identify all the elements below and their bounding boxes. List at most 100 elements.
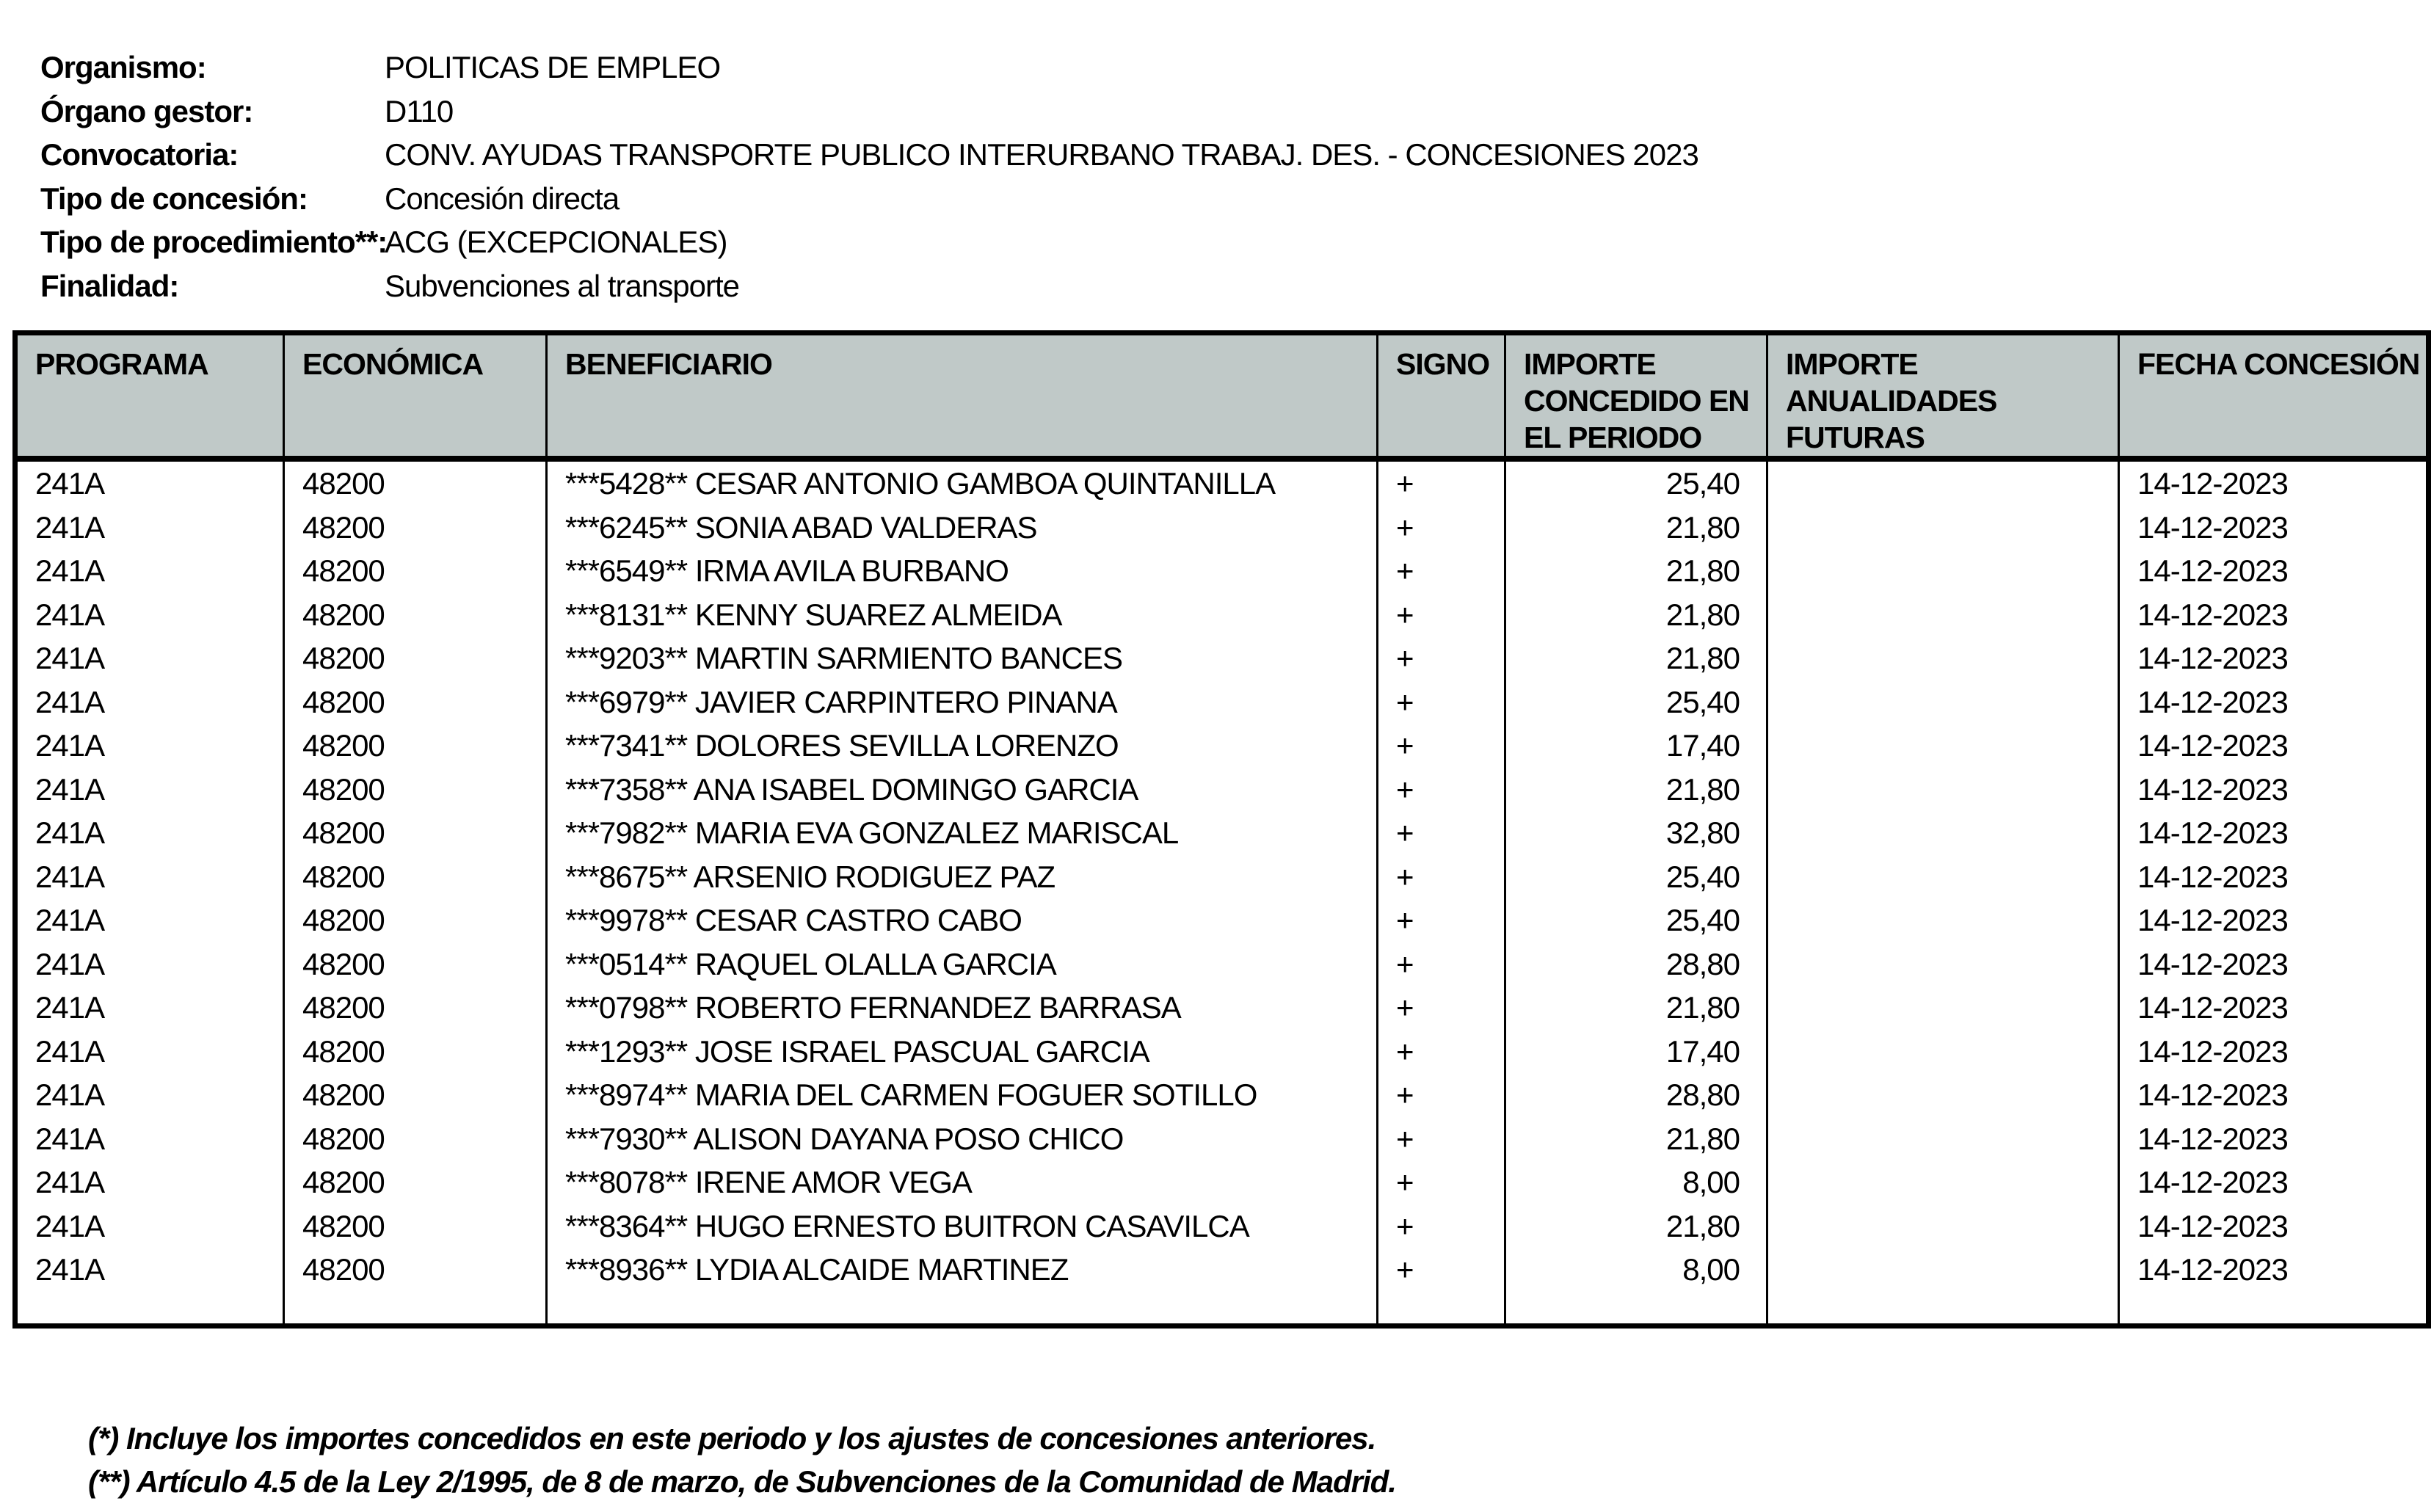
cell-fecha-concesion: 14-12-2023 bbox=[2118, 898, 2430, 942]
cell-signo: + bbox=[1376, 1204, 1506, 1248]
cell-importe-anualidades bbox=[1766, 680, 2120, 724]
spacer-cell bbox=[1766, 1291, 2120, 1326]
column-header-programa: PROGRAMA bbox=[14, 332, 285, 462]
cell-programa: 241A bbox=[14, 636, 285, 680]
cell-signo: + bbox=[1376, 459, 1506, 506]
info-label-organismo: Organismo: bbox=[40, 50, 207, 84]
cell-importe-anualidades bbox=[1766, 811, 2120, 855]
cell-economica: 48200 bbox=[283, 1204, 548, 1248]
cell-programa: 241A bbox=[14, 1160, 285, 1204]
cell-economica: 48200 bbox=[283, 1248, 548, 1292]
column-header-signo: SIGNO bbox=[1376, 332, 1506, 462]
cell-fecha-concesion: 14-12-2023 bbox=[2118, 1248, 2430, 1292]
table-row: 241A 48200 ***8974** MARIA DEL CARMEN FOGU… bbox=[14, 1073, 2430, 1117]
table-row: 241A 48200 ***7930** ALISON DAYANA POSO CH… bbox=[14, 1116, 2430, 1160]
cell-beneficiario: ***8675** ARSENIO RODIGUEZ PAZ bbox=[545, 854, 1378, 898]
info-row-organo-gestor: Órgano gestor: D110 bbox=[40, 90, 1698, 134]
cell-importe-anualidades bbox=[1766, 636, 2120, 680]
cell-beneficiario: ***0798** ROBERTO FERNANDEZ BARRASA bbox=[545, 986, 1378, 1030]
cell-economica: 48200 bbox=[283, 459, 548, 506]
spacer-cell bbox=[14, 1291, 285, 1326]
cell-economica: 48200 bbox=[283, 942, 548, 986]
table-row: 241A 48200 ***6549** IRMA AVILA BURBANO +21… bbox=[14, 549, 2430, 593]
cell-economica: 48200 bbox=[283, 592, 548, 636]
info-value-organismo: POLITICAS DE EMPLEO bbox=[385, 50, 721, 84]
cell-fecha-concesion: 14-12-2023 bbox=[2118, 942, 2430, 986]
cell-signo: + bbox=[1376, 1248, 1506, 1292]
cell-signo: + bbox=[1376, 811, 1506, 855]
cell-importe-concedido: 28,80 bbox=[1504, 1073, 1768, 1117]
table-header-row: PROGRAMA ECONÓMICA BENEFICIARIO SIGNO IM… bbox=[14, 332, 2430, 462]
cell-importe-anualidades bbox=[1766, 1073, 2120, 1117]
cell-beneficiario: ***6245** SONIA ABAD VALDERAS bbox=[545, 505, 1378, 549]
cell-beneficiario: ***0514** RAQUEL OLALLA GARCIA bbox=[545, 942, 1378, 986]
cell-fecha-concesion: 14-12-2023 bbox=[2118, 505, 2430, 549]
cell-fecha-concesion: 14-12-2023 bbox=[2118, 459, 2430, 506]
cell-importe-anualidades bbox=[1766, 505, 2120, 549]
table-row: 241A 48200 ***8078** IRENE AMOR VEGA +8,00 1… bbox=[14, 1160, 2430, 1204]
column-header-importe-concedido: IMPORTE CONCEDIDO EN EL PERIODO bbox=[1504, 332, 1768, 462]
cell-fecha-concesion: 14-12-2023 bbox=[2118, 1160, 2430, 1204]
cell-programa: 241A bbox=[14, 898, 285, 942]
concessions-table: PROGRAMA ECONÓMICA BENEFICIARIO SIGNO IM… bbox=[12, 330, 2431, 1329]
cell-importe-anualidades bbox=[1766, 724, 2120, 768]
cell-importe-concedido: 25,40 bbox=[1504, 459, 1768, 506]
cell-importe-anualidades bbox=[1766, 1248, 2120, 1292]
cell-programa: 241A bbox=[14, 724, 285, 768]
table-row: 241A 48200 ***8364** HUGO ERNESTO BUITRON … bbox=[14, 1204, 2430, 1248]
info-row-tipo-procedimiento: Tipo de procedimiento**: ACG (EXCEPCIONA… bbox=[40, 220, 1698, 264]
cell-programa: 241A bbox=[14, 986, 285, 1030]
cell-economica: 48200 bbox=[283, 1160, 548, 1204]
cell-programa: 241A bbox=[14, 854, 285, 898]
cell-economica: 48200 bbox=[283, 1073, 548, 1117]
footnote-articulo: (**) Artículo 4.5 de la Ley 2/1995, de 8… bbox=[88, 1464, 1397, 1499]
cell-importe-anualidades bbox=[1766, 1116, 2120, 1160]
cell-importe-concedido: 17,40 bbox=[1504, 1029, 1768, 1073]
cell-beneficiario: ***5428** CESAR ANTONIO GAMBOA QUINTANIL… bbox=[545, 459, 1378, 506]
cell-importe-anualidades bbox=[1766, 767, 2120, 811]
cell-beneficiario: ***8131** KENNY SUAREZ ALMEIDA bbox=[545, 592, 1378, 636]
cell-programa: 241A bbox=[14, 1248, 285, 1292]
cell-economica: 48200 bbox=[283, 549, 548, 593]
cell-fecha-concesion: 14-12-2023 bbox=[2118, 854, 2430, 898]
cell-fecha-concesion: 14-12-2023 bbox=[2118, 811, 2430, 855]
cell-beneficiario: ***8936** LYDIA ALCAIDE MARTINEZ bbox=[545, 1248, 1378, 1292]
cell-importe-concedido: 8,00 bbox=[1504, 1248, 1768, 1292]
cell-beneficiario: ***1293** JOSE ISRAEL PASCUAL GARCIA bbox=[545, 1029, 1378, 1073]
cell-signo: + bbox=[1376, 724, 1506, 768]
cell-beneficiario: ***7930** ALISON DAYANA POSO CHICO bbox=[545, 1116, 1378, 1160]
cell-importe-anualidades bbox=[1766, 1204, 2120, 1248]
info-value-organo-gestor: D110 bbox=[385, 93, 454, 128]
spacer-cell bbox=[1376, 1291, 1506, 1326]
cell-importe-anualidades bbox=[1766, 942, 2120, 986]
footnote-periodo: (*) Incluye los importes concedidos en e… bbox=[88, 1421, 1376, 1455]
cell-signo: + bbox=[1376, 680, 1506, 724]
cell-programa: 241A bbox=[14, 459, 285, 506]
cell-beneficiario: ***7982** MARIA EVA GONZALEZ MARISCAL bbox=[545, 811, 1378, 855]
cell-importe-anualidades bbox=[1766, 592, 2120, 636]
cell-programa: 241A bbox=[14, 1116, 285, 1160]
cell-fecha-concesion: 14-12-2023 bbox=[2118, 549, 2430, 593]
cell-economica: 48200 bbox=[283, 636, 548, 680]
column-header-beneficiario: BENEFICIARIO bbox=[545, 332, 1378, 462]
cell-beneficiario: ***9203** MARTIN SARMIENTO BANCES bbox=[545, 636, 1378, 680]
table-row: 241A 48200 ***6245** SONIA ABAD VALDERAS +2… bbox=[14, 505, 2430, 549]
spacer-cell bbox=[2118, 1291, 2430, 1326]
cell-programa: 241A bbox=[14, 592, 285, 636]
cell-signo: + bbox=[1376, 898, 1506, 942]
cell-signo: + bbox=[1376, 986, 1506, 1030]
info-label-tipo-procedimiento: Tipo de procedimiento**: bbox=[40, 225, 388, 259]
table-row: 241A 48200 ***6979** JAVIER CARPINTERO PIN… bbox=[14, 680, 2430, 724]
cell-beneficiario: ***8364** HUGO ERNESTO BUITRON CASAVILCA bbox=[545, 1204, 1378, 1248]
spacer-cell bbox=[545, 1291, 1378, 1326]
cell-signo: + bbox=[1376, 942, 1506, 986]
table-row: 241A 48200 ***7341** DOLORES SEVILLA LOREN… bbox=[14, 724, 2430, 768]
cell-fecha-concesion: 14-12-2023 bbox=[2118, 1073, 2430, 1117]
cell-programa: 241A bbox=[14, 1029, 285, 1073]
cell-beneficiario: ***8078** IRENE AMOR VEGA bbox=[545, 1160, 1378, 1204]
table-row: 241A 48200 ***8131** KENNY SUAREZ ALMEIDA +… bbox=[14, 592, 2430, 636]
cell-fecha-concesion: 14-12-2023 bbox=[2118, 1204, 2430, 1248]
table-body: 241A 48200 ***5428** CESAR ANTONIO GAMBOA … bbox=[14, 459, 2430, 1326]
cell-fecha-concesion: 14-12-2023 bbox=[2118, 767, 2430, 811]
cell-importe-concedido: 8,00 bbox=[1504, 1160, 1768, 1204]
